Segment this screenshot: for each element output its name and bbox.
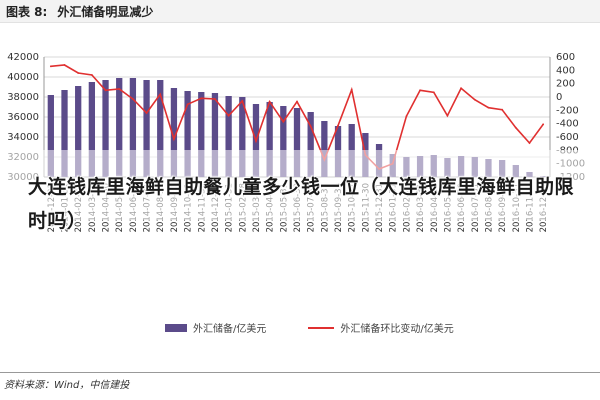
reserve-bar — [211, 93, 219, 177]
change-point — [159, 93, 162, 96]
y-left-tick-label: 38000 — [7, 92, 39, 103]
reserve-bar — [184, 91, 191, 177]
change-point — [104, 89, 107, 92]
reserve-bar — [61, 90, 68, 177]
reserve-bar — [75, 86, 82, 177]
reserve-bar — [293, 108, 301, 177]
y-right-tick-label: 400 — [556, 65, 575, 76]
change-point — [309, 125, 312, 128]
reserve-bar — [225, 96, 232, 177]
source-divider — [0, 372, 600, 373]
change-point — [296, 100, 298, 103]
change-point — [227, 114, 230, 117]
change-point — [214, 98, 216, 100]
legend-line-label: 外汇储备环比变动/亿美元 — [340, 324, 454, 335]
change-point — [432, 91, 435, 94]
figure-header: 图表 8: 外汇储备明显减少 — [0, 0, 600, 23]
y-right-tick-label: 0 — [556, 92, 562, 103]
y-right-tick-label: -200 — [556, 105, 579, 116]
y-left-tick-label: 40000 — [7, 72, 39, 83]
change-point — [63, 64, 66, 66]
reserve-bar — [102, 80, 109, 177]
reserve-bar — [143, 80, 150, 177]
y-left-tick-label: 34000 — [7, 132, 39, 143]
reserve-bar — [47, 95, 54, 177]
source-note: 资料来源：Wind，中信建投 — [4, 380, 130, 391]
overlay-headline: 大连钱库里海鲜自助餐儿童多少钱一位（大连钱库里海鲜自助限时吗） — [28, 176, 575, 232]
change-point — [473, 98, 476, 101]
change-point — [501, 108, 504, 111]
change-point — [282, 120, 285, 123]
y-left-tick-label: 42000 — [7, 52, 39, 63]
change-point — [514, 126, 517, 129]
reserve-bar — [157, 80, 164, 177]
change-point — [145, 112, 148, 114]
overlay-band — [0, 150, 600, 220]
change-point — [173, 138, 175, 140]
change-point — [460, 87, 463, 90]
chart-legend: 外汇储备/亿美元 外汇储备环比变动/亿美元 — [165, 320, 454, 335]
change-point — [200, 97, 203, 100]
y-right-tick-label: 600 — [556, 52, 575, 63]
change-point — [337, 124, 339, 127]
y-right-tick-label: 200 — [556, 79, 575, 90]
change-point — [542, 123, 545, 126]
legend-bar-label: 外汇储备/亿美元 — [193, 324, 267, 335]
y-left-tick-label: 36000 — [7, 112, 39, 123]
change-point — [487, 106, 490, 109]
figure-title: 图表 8: 外汇储备明显减少 — [6, 3, 163, 20]
change-point — [405, 115, 408, 118]
reserve-bar — [280, 106, 287, 177]
reserve-bar — [239, 97, 246, 177]
change-point — [255, 140, 257, 142]
reserve-bar — [88, 82, 96, 177]
change-point — [528, 142, 531, 144]
figure-number: 图表 8: — [6, 5, 48, 19]
change-point — [268, 100, 271, 103]
change-point — [77, 72, 80, 74]
legend-line-swatch — [308, 326, 335, 329]
reserve-bar — [266, 102, 273, 177]
reserve-bar — [129, 78, 137, 177]
y-right-tick-label: -400 — [556, 119, 579, 130]
reserve-bar — [198, 92, 205, 177]
reserve-bar — [321, 121, 328, 177]
change-point — [49, 65, 52, 68]
change-point — [350, 88, 353, 91]
reserve-bar — [170, 88, 178, 177]
reserve-bar — [307, 112, 314, 177]
change-point — [118, 88, 121, 90]
y-right-tick-label: -600 — [556, 132, 579, 143]
change-point — [446, 114, 449, 117]
legend-bar-swatch — [165, 323, 187, 332]
change-point — [90, 74, 93, 76]
change-point — [241, 100, 244, 102]
change-point — [186, 103, 189, 106]
reserve-bar — [116, 78, 123, 177]
change-point — [131, 98, 134, 100]
change-point — [419, 89, 421, 92]
figure-caption: 外汇储备明显减少 — [57, 5, 154, 19]
